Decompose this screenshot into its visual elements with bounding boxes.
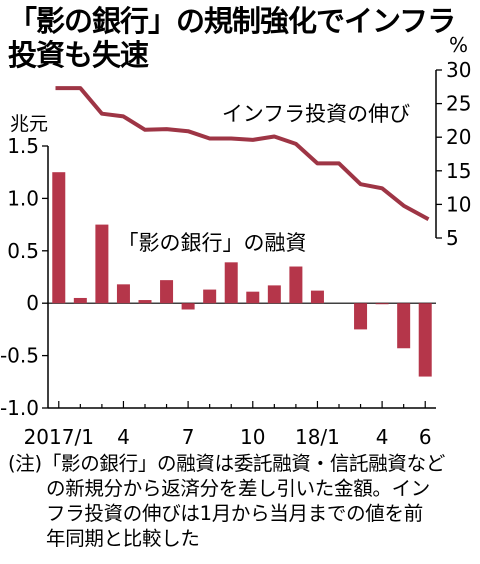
bar — [52, 172, 66, 304]
right-tick-label: 25 — [446, 92, 471, 116]
right-tick-label: 5 — [446, 226, 459, 250]
right-tick-label: 20 — [446, 125, 471, 149]
x-tick-label: 7 — [182, 425, 195, 449]
bar — [246, 291, 260, 304]
x-tick-label: 10 — [240, 425, 265, 449]
footnote-line-3: フラ投資の伸びは1月から当月までの値を前 — [46, 502, 423, 525]
right-tick-label: 30 — [446, 58, 471, 82]
bar — [354, 303, 368, 330]
title-line-1: 「影の銀行」の規制強化でインフラ — [8, 4, 456, 38]
footnote-line-2: の新規分から返済分を差し引いた金額。イン — [46, 477, 431, 500]
left-tick-label: 1.5 — [7, 134, 39, 158]
bar — [289, 266, 303, 304]
bar — [73, 297, 87, 304]
left-tick-label: -0.5 — [0, 344, 39, 368]
bar — [267, 285, 281, 304]
line-path — [55, 86, 430, 221]
line-series — [55, 86, 430, 221]
x-tick-label: 18/1 — [295, 425, 340, 449]
bar — [181, 303, 195, 310]
bar — [224, 262, 238, 304]
left-tick-label: 1.0 — [7, 186, 39, 210]
bar — [397, 303, 411, 349]
bar — [116, 284, 130, 304]
axes — [42, 69, 442, 409]
x-tick-label: 6 — [419, 425, 432, 449]
bar — [95, 224, 109, 304]
right-tick-label: 10 — [446, 192, 471, 216]
footnote: (注)「影の銀行」の融資は委託融資・信託融資など の新規分から返済分を差し引いた… — [8, 451, 474, 551]
x-tick-label: 4 — [376, 425, 389, 449]
chart-title: 「影の銀行」の規制強化でインフラ 投資も失速 — [8, 4, 472, 72]
x-tick-label: 2017/1 — [24, 425, 94, 449]
left-axis-unit: 兆元 — [10, 113, 48, 135]
title-line-2: 投資も失速 — [8, 38, 149, 72]
bar — [418, 303, 432, 377]
bar — [160, 280, 174, 304]
line-series-label: インフラ投資の伸び — [222, 102, 410, 126]
bar-series — [52, 172, 432, 377]
bar — [203, 289, 217, 304]
bar-series-label: 「影の銀行」の融資 — [118, 231, 307, 255]
chart-labels: 1.5 1.0 0.5 0 -0.5 -1.0 兆元 30 25 20 15 10 5% 2017/1 4 7… — [0, 33, 471, 449]
footnote-line-1: (注)「影の銀行」の融資は委託融資・信託融資など — [8, 452, 446, 475]
footnote-line-4: 年同期と比較した — [46, 527, 200, 550]
bar — [138, 300, 152, 304]
bar — [375, 303, 389, 305]
bar — [310, 290, 324, 304]
x-tick-label: 4 — [117, 425, 130, 449]
left-tick-label: -1.0 — [0, 396, 39, 420]
left-tick-label: 0.5 — [7, 239, 39, 263]
right-tick-label: 15 — [446, 159, 471, 183]
right-axis-unit: % — [449, 33, 468, 57]
left-tick-label: 0 — [26, 291, 39, 315]
